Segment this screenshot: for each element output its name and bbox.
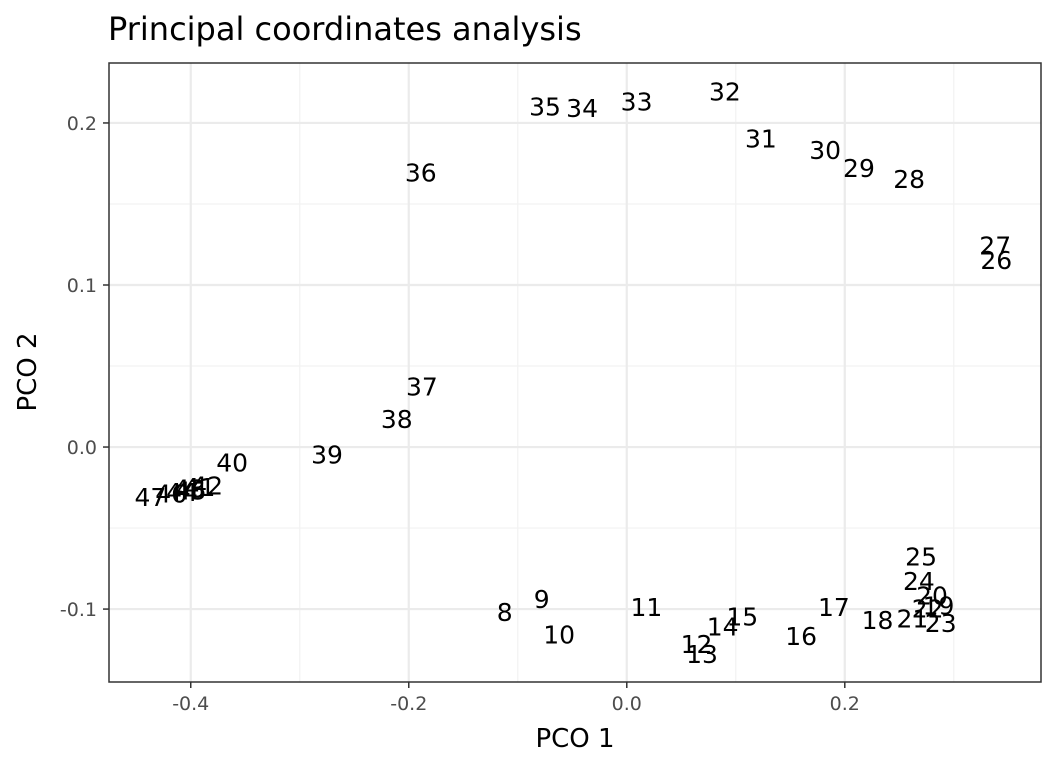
point-label-38: 38 (381, 405, 413, 434)
point-label-45: 45 (175, 476, 207, 505)
point-label-21: 21 (896, 604, 928, 633)
point-label-41: 41 (184, 473, 216, 502)
point-label-39: 39 (311, 441, 343, 470)
grid-lines (109, 63, 1041, 682)
chart-title: Principal coordinates analysis (108, 10, 582, 48)
x-axis-title: PCO 1 (535, 724, 614, 754)
point-label-33: 33 (621, 87, 653, 116)
point-label-12: 12 (681, 630, 713, 659)
point-label-42: 42 (191, 471, 223, 500)
point-label-10: 10 (543, 621, 575, 650)
point-label-15: 15 (726, 603, 758, 632)
x-tick-label: 0.0 (612, 693, 642, 715)
point-label-18: 18 (862, 606, 894, 635)
point-label-23: 23 (925, 609, 957, 638)
point-label-17: 17 (818, 593, 850, 622)
plot-panel-border (108, 62, 1042, 683)
axes: -0.4 -0.2 0.0 0.2 -0.1 0.0 0.1 0.2 (60, 113, 860, 715)
point-label-35: 35 (529, 92, 561, 121)
point-label-40: 40 (216, 449, 248, 478)
point-label-46: 46 (155, 480, 187, 509)
x-tick-label: -0.2 (390, 693, 427, 715)
point-label-25: 25 (905, 543, 937, 572)
point-label-44: 44 (166, 478, 198, 507)
y-tick-label: -0.1 (60, 599, 97, 621)
point-label-16: 16 (785, 622, 817, 651)
point-label-31: 31 (745, 125, 777, 154)
point-label-14: 14 (707, 612, 739, 641)
point-label-13: 13 (686, 640, 718, 669)
point-label-20: 20 (916, 582, 948, 611)
point-label-43: 43 (174, 475, 206, 504)
point-label-32: 32 (709, 78, 741, 107)
point-label-36: 36 (405, 159, 437, 188)
point-label-28: 28 (893, 165, 925, 194)
y-tick-label: 0.0 (67, 437, 97, 459)
y-tick-label: 0.1 (67, 275, 97, 297)
y-axis-title: PCO 2 (13, 332, 43, 411)
point-label-29: 29 (843, 154, 875, 183)
point-label-19: 19 (923, 591, 955, 620)
point-label-30: 30 (809, 136, 841, 165)
point-label-34: 34 (566, 94, 598, 123)
point-label-24: 24 (903, 567, 935, 596)
point-label-37: 37 (406, 373, 438, 402)
point-label-22: 22 (912, 595, 944, 624)
point-label-11: 11 (630, 593, 662, 622)
point-label-8: 8 (497, 598, 513, 627)
x-tick-label: 0.2 (830, 693, 860, 715)
point-label-47: 47 (135, 483, 167, 512)
point-label-26: 26 (980, 246, 1012, 275)
point-label-27: 27 (979, 232, 1011, 261)
x-tick-label: -0.4 (172, 693, 209, 715)
y-tick-label: 0.2 (67, 113, 97, 135)
point-label-9: 9 (534, 585, 550, 614)
